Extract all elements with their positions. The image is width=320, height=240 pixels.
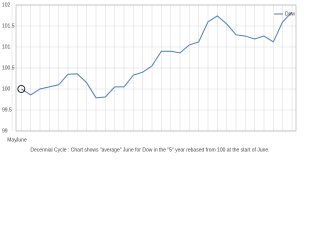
legend-label: Dow	[285, 11, 295, 17]
x-tick-label: June	[16, 137, 27, 143]
y-tick-label: 101	[2, 44, 11, 50]
plot-frame	[15, 4, 297, 132]
chart: Decennial Cycle : Chart shows "average" …	[0, 0, 300, 156]
x-tick-label: May	[7, 137, 17, 143]
y-tick-label: 102	[2, 2, 11, 8]
background	[0, 0, 300, 156]
line	[21, 11, 293, 99]
y-tick-label: 99	[2, 128, 8, 134]
y-tick-label: 100.5	[2, 65, 15, 71]
y-tick-label: 100	[2, 86, 11, 92]
y-tick-label: 99.5	[2, 107, 12, 113]
caption: Decennial Cycle : Chart shows "average" …	[30, 147, 269, 153]
start-marker	[17, 85, 26, 93]
y-tick-label: 101.5	[2, 23, 15, 29]
